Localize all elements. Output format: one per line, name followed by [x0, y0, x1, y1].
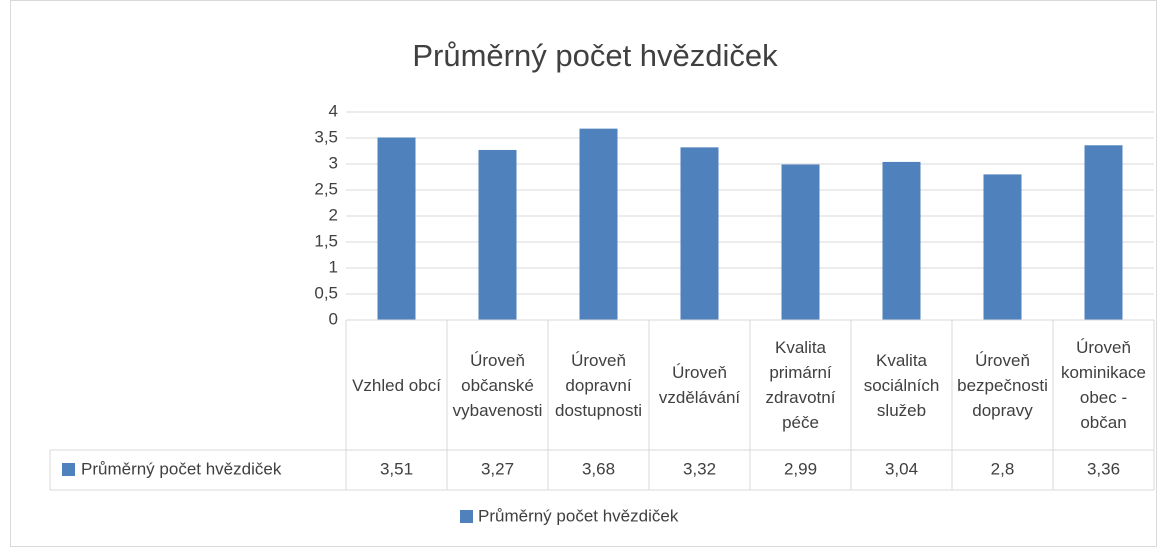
legend-key	[460, 510, 473, 523]
y-tick-label: 1,5	[314, 231, 338, 250]
value-label: 2,99	[784, 459, 817, 478]
x-tick-label: Kvalita sociálních služeb	[863, 350, 940, 420]
bar	[377, 137, 416, 320]
bar	[579, 128, 618, 320]
category-cell: Kvalita sociálních služeb	[863, 350, 940, 420]
y-tick-label: 0,5	[314, 283, 338, 302]
x-tick-label: Vzhled obcí	[352, 375, 441, 395]
y-tick-label: 2	[329, 205, 338, 224]
category-cell: Kvalita primární zdravotní péče	[765, 338, 836, 432]
bar	[983, 174, 1022, 320]
x-tick-label: Úroveň občanské vybavenosti	[452, 350, 543, 420]
y-tick-label: 2,5	[314, 179, 338, 198]
value-label: 2,8	[991, 459, 1015, 478]
category-cell: Úroveň kominikace obec - občan	[1060, 338, 1147, 432]
value-label: 3,32	[683, 459, 716, 478]
category-cell: Úroveň občanské vybavenosti	[452, 350, 543, 420]
y-tick-label: 4	[329, 101, 338, 120]
y-tick-label: 3,5	[314, 127, 338, 146]
bar	[882, 161, 921, 320]
y-tick-label: 1	[329, 257, 338, 276]
x-tick-label: Kvalita primární zdravotní péče	[765, 338, 836, 432]
x-tick-label: Úroveň bezpečnosti dopravy	[957, 350, 1048, 420]
category-cell: Úroveň dopravní dostupnosti	[555, 350, 642, 420]
chart-title: Průměrný počet hvězdiček	[412, 38, 778, 73]
value-label: 3,27	[481, 459, 514, 478]
category-cell: Vzhled obcí	[352, 375, 441, 395]
legend-key	[62, 463, 75, 476]
bar	[478, 149, 517, 320]
value-label: 3,51	[380, 459, 413, 478]
x-tick-label: Úroveň vzdělávání	[658, 363, 741, 407]
x-tick-label: Úroveň kominikace obec - občan	[1060, 338, 1147, 432]
y-tick-label: 0	[329, 309, 338, 328]
value-label: 3,36	[1087, 459, 1120, 478]
value-label: 3,04	[885, 459, 918, 478]
bar	[680, 147, 719, 320]
x-tick-label: Úroveň dopravní dostupnosti	[555, 350, 642, 420]
category-cell: Úroveň vzdělávání	[658, 363, 741, 407]
bar	[1084, 145, 1123, 320]
bar	[781, 164, 820, 320]
y-tick-label: 3	[329, 153, 338, 172]
value-label: 3,68	[582, 459, 615, 478]
legend-label: Průměrný počet hvězdiček	[478, 506, 679, 525]
category-cell: Úroveň bezpečnosti dopravy	[957, 350, 1048, 420]
table-series-name: Průměrný počet hvězdiček	[81, 459, 282, 478]
